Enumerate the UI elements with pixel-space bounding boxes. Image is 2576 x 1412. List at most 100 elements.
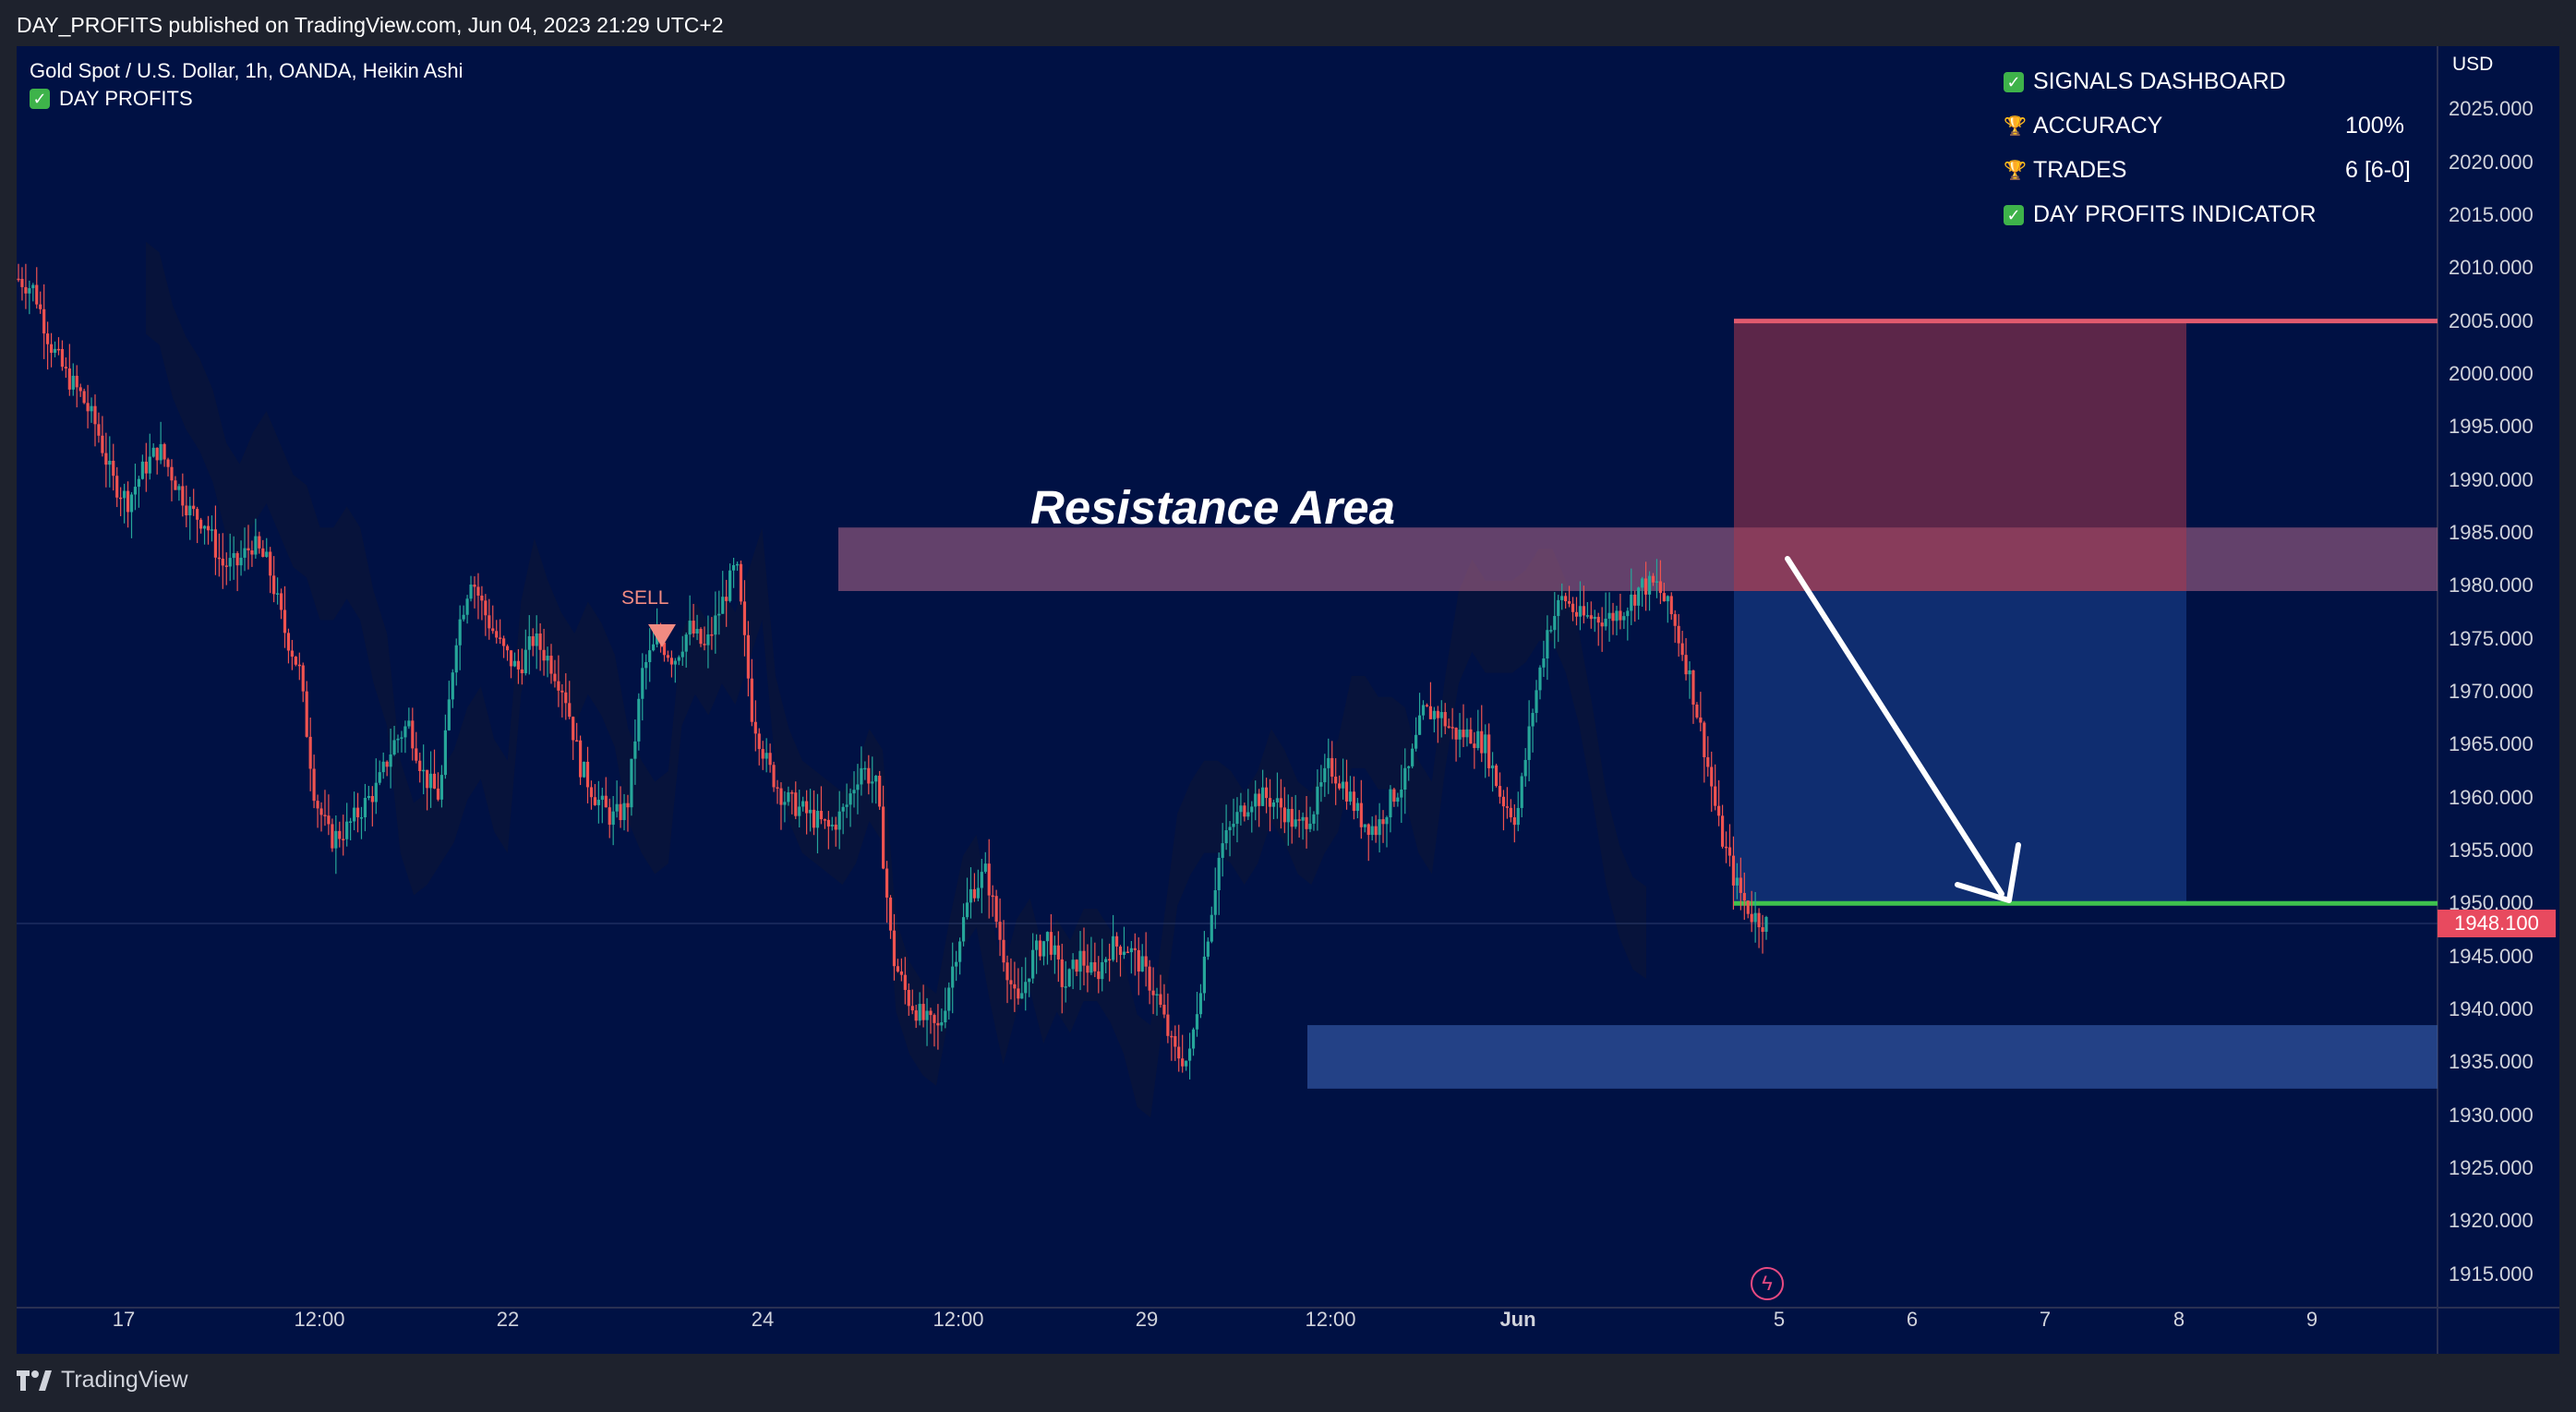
- candle-body: [1071, 959, 1075, 970]
- candle-body: [1742, 892, 1746, 901]
- candle-body: [56, 348, 61, 351]
- accuracy-value: 100%: [2345, 113, 2404, 139]
- candle-body: [1589, 615, 1593, 620]
- candle-body: [1005, 962, 1009, 981]
- candle-body: [64, 367, 67, 369]
- candle-body: [1641, 578, 1644, 588]
- candle-body: [801, 801, 805, 807]
- arrow-head: [1955, 842, 2021, 903]
- candle-body: [123, 490, 126, 499]
- resistance-zone: [838, 527, 2438, 592]
- candle-body: [451, 672, 454, 700]
- candle-body: [568, 703, 572, 718]
- candle-body: [1611, 612, 1615, 622]
- candle-body: [1392, 789, 1396, 803]
- price-tick-label: 1975.000: [2449, 626, 2534, 650]
- candle-body: [1389, 789, 1392, 818]
- indicator-legend[interactable]: ✓ DAY PROFITS: [30, 87, 193, 111]
- candle-body: [1538, 667, 1542, 691]
- candle-body: [1633, 594, 1637, 606]
- candle-body: [338, 830, 342, 839]
- candle-body: [1385, 817, 1389, 825]
- time-tick-label: 6: [1906, 1308, 1919, 1331]
- candle-body: [1060, 959, 1064, 987]
- candle-body: [776, 787, 779, 789]
- candle-body: [1381, 819, 1385, 825]
- candle-body: [1170, 1035, 1174, 1038]
- candle-body: [1557, 599, 1560, 617]
- candle-body: [1316, 786, 1319, 815]
- candle-body: [279, 593, 283, 610]
- candle-body: [1125, 951, 1130, 954]
- candle-body: [1155, 994, 1159, 996]
- candle-body: [1308, 823, 1312, 829]
- candle-body: [1181, 1058, 1185, 1067]
- candle-body: [1185, 1060, 1188, 1067]
- candle-body: [1396, 797, 1400, 803]
- candle-body: [1512, 817, 1516, 826]
- candle-body: [1421, 705, 1426, 716]
- candle-body: [1593, 616, 1596, 620]
- candle-body: [1520, 776, 1523, 808]
- trophy-icon: 🏆: [2004, 115, 2027, 137]
- candle-body: [980, 872, 983, 888]
- candle-body: [1462, 730, 1465, 738]
- candle-body: [174, 480, 177, 490]
- time-tick-label: 12:00: [1305, 1308, 1356, 1331]
- chart-area[interactable]: Gold Spot / U.S. Dollar, 1h, OANDA, Heik…: [17, 46, 2559, 1354]
- candle-body: [1596, 616, 1600, 623]
- candle-body: [1724, 846, 1728, 849]
- candle-body: [1224, 830, 1228, 844]
- candle-body: [316, 801, 319, 809]
- candle-body: [1198, 993, 1203, 1015]
- candle-body: [1038, 940, 1042, 957]
- candle-body: [199, 519, 203, 529]
- candle-body: [1473, 743, 1476, 749]
- chart-canvas[interactable]: [17, 46, 2559, 1354]
- candle-body: [644, 661, 648, 669]
- candle-body: [1108, 959, 1112, 961]
- candle-body: [1757, 912, 1761, 928]
- candle-body: [633, 741, 637, 759]
- candle-body: [815, 811, 820, 828]
- time-tick-label: 29: [1135, 1308, 1159, 1331]
- candle-body: [323, 815, 327, 816]
- candle-body: [90, 405, 93, 412]
- candle-body: [998, 922, 1002, 940]
- candle-body: [476, 586, 480, 596]
- candle-body: [728, 570, 732, 601]
- candle-body: [1235, 812, 1239, 825]
- time-tick-label: 22: [496, 1308, 520, 1331]
- candle-body: [1535, 690, 1538, 714]
- candle-body: [1400, 790, 1403, 798]
- candle-body: [400, 737, 403, 739]
- candle-body: [921, 1004, 925, 1020]
- currency-label[interactable]: USD: [2452, 54, 2494, 75]
- candle-body: [1282, 807, 1286, 823]
- candle-body: [411, 720, 415, 749]
- candle-body: [764, 753, 768, 759]
- candle-body: [1411, 748, 1414, 766]
- lightning-icon[interactable]: ϟ: [1751, 1267, 1784, 1300]
- candle-body: [750, 678, 753, 722]
- symbol-legend[interactable]: Gold Spot / U.S. Dollar, 1h, OANDA, Heik…: [30, 59, 463, 83]
- candle-body: [151, 447, 155, 457]
- candle-body: [1093, 962, 1097, 972]
- candle-body: [798, 806, 801, 816]
- candle-body: [499, 637, 502, 639]
- candle-body: [1684, 655, 1688, 675]
- candle-body: [790, 791, 794, 794]
- candle-body: [1425, 705, 1429, 706]
- candle-body: [1067, 969, 1071, 987]
- candle-body: [940, 1022, 944, 1026]
- candle-body: [512, 660, 517, 667]
- candle-body: [714, 615, 717, 635]
- candle-body: [684, 634, 688, 652]
- price-tick-label: 1990.000: [2449, 467, 2534, 491]
- candle-body: [1647, 575, 1652, 595]
- candle-body: [1600, 622, 1604, 627]
- tradingview-logo[interactable]: TradingView: [17, 1367, 188, 1394]
- candle-body: [82, 391, 86, 404]
- candle-body: [1761, 927, 1764, 933]
- candle-body: [415, 748, 418, 761]
